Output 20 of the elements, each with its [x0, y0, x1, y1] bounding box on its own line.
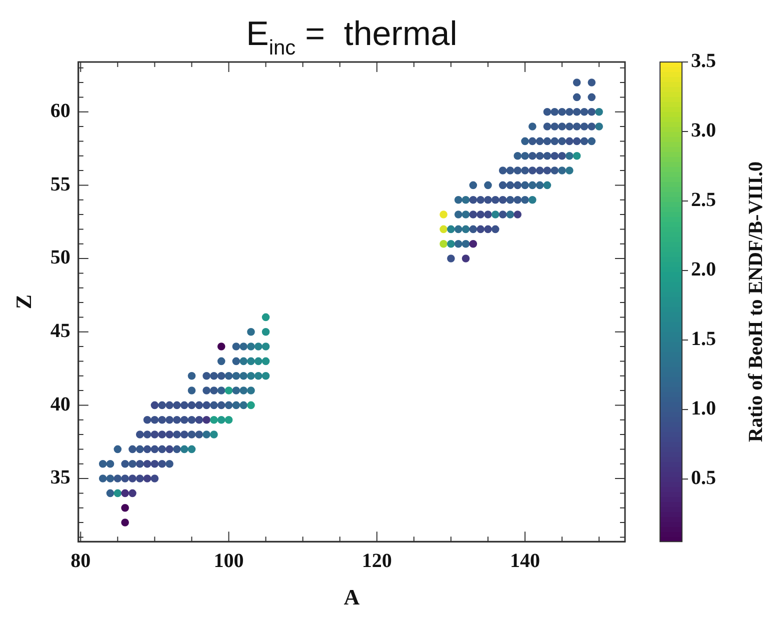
y-tick-label: 35: [50, 466, 70, 489]
y-tick-label: 45: [50, 320, 70, 342]
x-tick-label: 80: [70, 550, 91, 572]
x-axis-title: A: [344, 584, 360, 610]
x-tick-label: 120: [362, 550, 392, 572]
color-bar-label: 0.5: [691, 467, 716, 490]
color-bar-label: 1.0: [691, 398, 716, 420]
color-bar-label: 2.0: [691, 258, 716, 281]
color-bar-label: 1.5: [691, 328, 716, 350]
y-tick-label: 55: [50, 173, 70, 196]
y-tick-label: 60: [50, 100, 70, 122]
x-tick-label: 100: [214, 550, 244, 572]
color-bar-label: 3.0: [691, 120, 716, 142]
color-bar-label: 2.5: [691, 189, 716, 212]
y-axis-title: Z: [10, 294, 36, 310]
color-bar-label: 3.5: [691, 50, 716, 72]
x-tick-label: 140: [510, 550, 540, 572]
color-bar-title: Ratio of BeoH to ENDF/B-VIII.0: [745, 162, 767, 442]
y-tick-label: 50: [50, 246, 70, 269]
y-tick-label: 40: [50, 393, 70, 416]
